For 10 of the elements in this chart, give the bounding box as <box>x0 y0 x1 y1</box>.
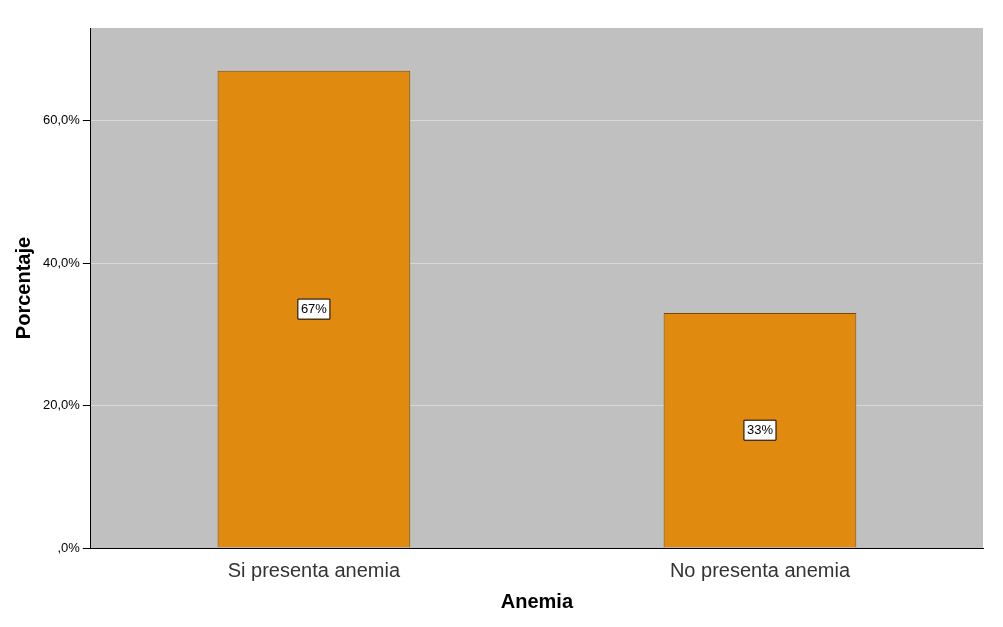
x-tick-label: Si presenta anemia <box>227 558 401 581</box>
data-label: 67% <box>300 300 328 316</box>
y-tick-label: 60,0% <box>42 112 81 128</box>
data-label: 33% <box>746 421 774 437</box>
y-tick-label: 40,0% <box>42 254 81 270</box>
y-tick-label: 20,0% <box>42 397 81 413</box>
x-tick-label: No presenta anemia <box>669 558 851 581</box>
x-axis-title: Anemia <box>500 589 574 612</box>
y-tick-label: ,0% <box>57 539 81 555</box>
y-axis-title: Porcentaje <box>11 236 34 340</box>
